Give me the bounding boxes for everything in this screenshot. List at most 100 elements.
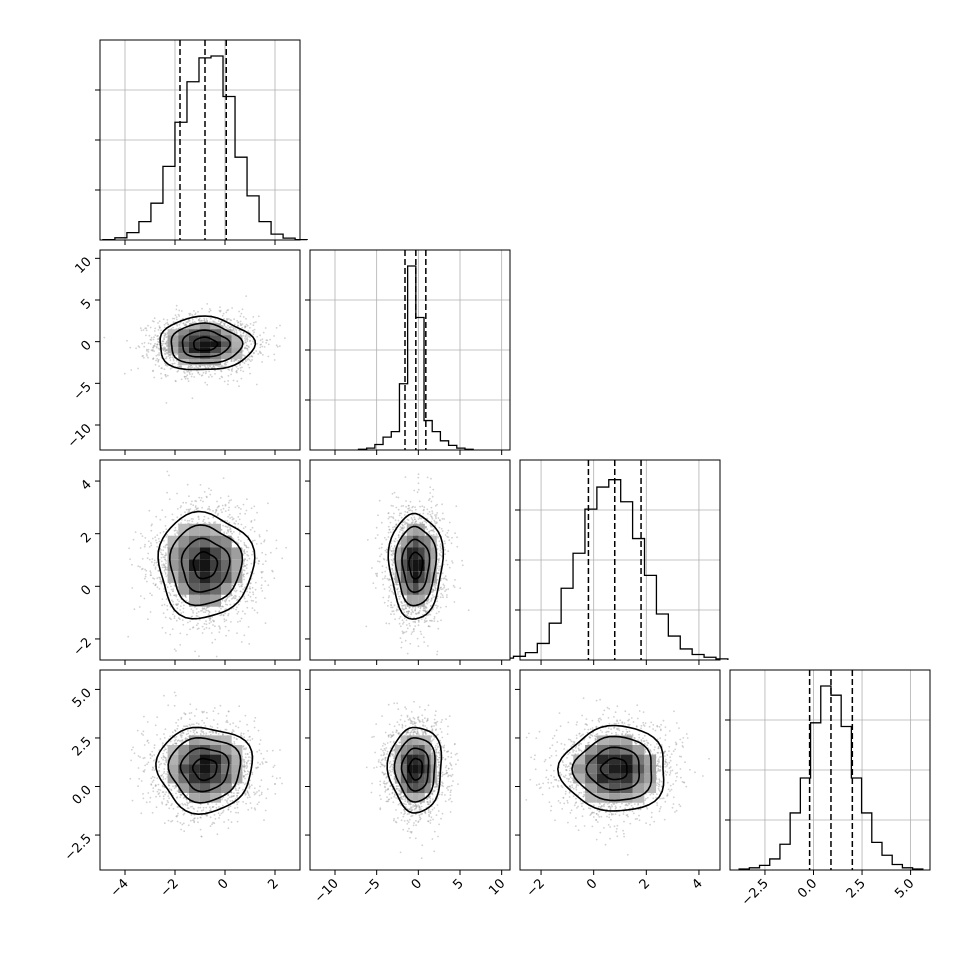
sample-point: [446, 596, 448, 599]
panel-frame: [99, 39, 301, 241]
sample-point: [184, 511, 186, 514]
sample-point: [178, 618, 181, 621]
sample-point: [161, 598, 164, 600]
sample-point: [204, 521, 206, 524]
sample-point: [275, 344, 278, 347]
sample-point: [194, 500, 197, 502]
sample-point: [235, 330, 238, 332]
sample-point: [253, 351, 255, 354]
sample-point: [244, 326, 246, 329]
sample-point: [151, 537, 154, 540]
sample-point: [171, 628, 174, 630]
sample-point: [192, 518, 194, 520]
sample-point: [242, 331, 245, 334]
sample-point: [386, 605, 389, 607]
sample-point: [245, 317, 247, 320]
density-cell: [167, 535, 179, 548]
sample-point: [161, 553, 164, 556]
sample-point: [218, 610, 221, 613]
sample-point: [175, 595, 178, 598]
sample-point: [172, 326, 175, 329]
sample-point: [164, 333, 167, 336]
sample-point: [236, 599, 238, 602]
sample-point: [227, 509, 230, 511]
sample-point: [166, 321, 169, 324]
sample-point: [248, 586, 251, 588]
panel-frame: [99, 459, 301, 661]
sample-point: [153, 320, 155, 323]
sample-point: [157, 334, 159, 337]
sample-point: [204, 365, 207, 368]
sample-point: [163, 564, 166, 566]
sample-point: [395, 496, 398, 498]
sample-point: [160, 377, 163, 380]
sample-point: [175, 619, 178, 622]
sample-point: [229, 603, 232, 606]
sample-point: [167, 323, 170, 326]
sample-point: [231, 326, 234, 328]
sample-point: [240, 585, 243, 588]
sample-point: [184, 594, 187, 597]
sample-point: [244, 334, 247, 337]
sample-point: [183, 324, 186, 326]
sample-point: [245, 360, 247, 363]
sample-point: [165, 322, 167, 325]
sample-point: [184, 377, 187, 380]
sample-point: [242, 503, 245, 506]
sample-point: [185, 508, 188, 511]
sample-point: [195, 615, 198, 617]
contour-line: [192, 550, 219, 580]
sample-point: [190, 608, 193, 611]
sample-point: [215, 510, 217, 512]
sample-point: [180, 378, 183, 381]
sample-point: [251, 550, 254, 553]
sample-point: [169, 582, 171, 585]
sample-point: [247, 335, 250, 338]
sample-point: [188, 495, 190, 498]
sample-point: [177, 313, 180, 316]
sample-point: [174, 526, 177, 529]
sample-point: [208, 611, 211, 614]
sample-point: [243, 573, 245, 576]
sample-point: [171, 599, 173, 602]
sample-point: [240, 312, 243, 315]
sample-point: [258, 560, 260, 562]
sample-point: [448, 521, 451, 524]
sample-point: [264, 560, 267, 563]
density-cell: [231, 335, 243, 342]
sample-point: [197, 627, 200, 630]
histogram-panel: [500, 459, 729, 665]
sample-point: [255, 543, 258, 545]
sample-point: [227, 501, 230, 504]
sample-point: [164, 567, 167, 569]
sample-point: [180, 365, 183, 367]
sample-point: [232, 517, 235, 520]
sample-point: [158, 365, 161, 367]
sample-point: [164, 326, 166, 329]
sample-point: [247, 363, 250, 366]
sample-point: [178, 309, 181, 312]
sample-point: [227, 383, 229, 386]
sample-point: [150, 349, 153, 352]
sample-point: [156, 577, 159, 580]
sample-point: [227, 515, 230, 518]
sample-point: [240, 508, 242, 510]
contour-line: [181, 329, 232, 358]
sample-point: [227, 324, 229, 327]
sample-point: [447, 529, 450, 532]
sample-point: [150, 524, 153, 527]
sample-point: [410, 517, 413, 519]
sample-point: [224, 326, 227, 328]
density-cell: [189, 594, 200, 607]
sample-point: [224, 612, 227, 615]
sample-point: [275, 327, 278, 329]
sample-point: [205, 626, 208, 629]
sample-point: [419, 517, 421, 520]
sample-point: [225, 363, 228, 366]
sample-point: [267, 584, 270, 587]
sample-point: [157, 569, 160, 572]
sample-point: [161, 367, 163, 370]
sample-point: [240, 617, 243, 620]
sample-point: [231, 518, 234, 521]
sample-point: [175, 380, 177, 383]
